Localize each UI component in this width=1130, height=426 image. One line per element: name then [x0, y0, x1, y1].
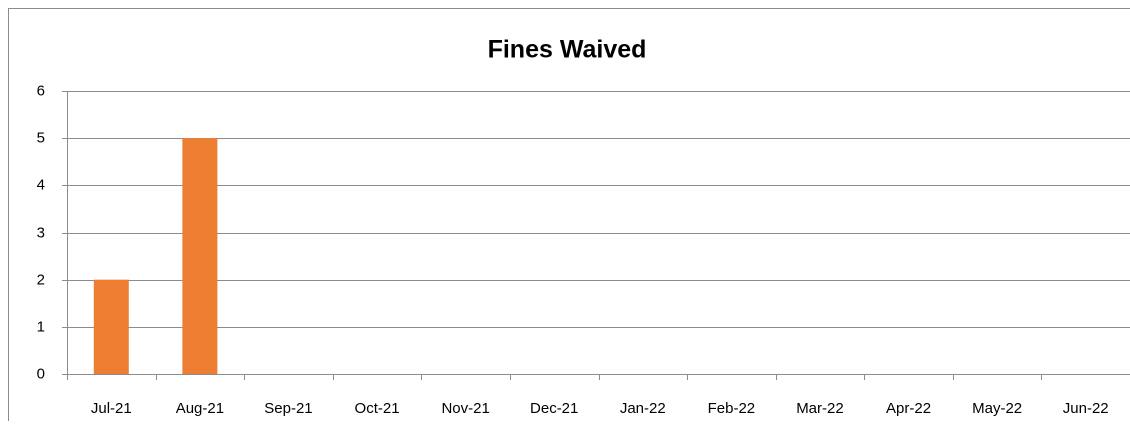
y-tick-label: 3: [37, 224, 45, 241]
chart-frame: [9, 9, 1130, 422]
x-tick-label: Jul-21: [91, 400, 132, 417]
x-tick-label: May-22: [972, 400, 1022, 417]
y-tick-label: 0: [37, 365, 45, 382]
x-tick-label: Jan-22: [620, 400, 666, 417]
x-tick-label: Dec-21: [530, 400, 578, 417]
bar: [182, 138, 217, 374]
bar: [94, 280, 129, 374]
y-tick-label: 4: [37, 176, 45, 193]
chart-title: Fines Waived: [488, 36, 647, 64]
y-tick-label: 6: [37, 82, 45, 99]
x-tick-label: Feb-22: [708, 400, 756, 417]
x-tick-label: Sep-21: [264, 400, 312, 417]
x-tick-label: Apr-22: [886, 400, 931, 417]
x-tick-label: Jun-22: [1063, 400, 1109, 417]
y-tick-label: 1: [37, 318, 45, 335]
x-tick-label: Nov-21: [441, 400, 489, 417]
x-tick-label: Mar-22: [796, 400, 844, 417]
y-tick-label: 2: [37, 271, 45, 288]
y-tick-label: 5: [37, 129, 45, 146]
x-tick-label: Aug-21: [176, 400, 224, 417]
x-tick-label: Oct-21: [355, 400, 400, 417]
